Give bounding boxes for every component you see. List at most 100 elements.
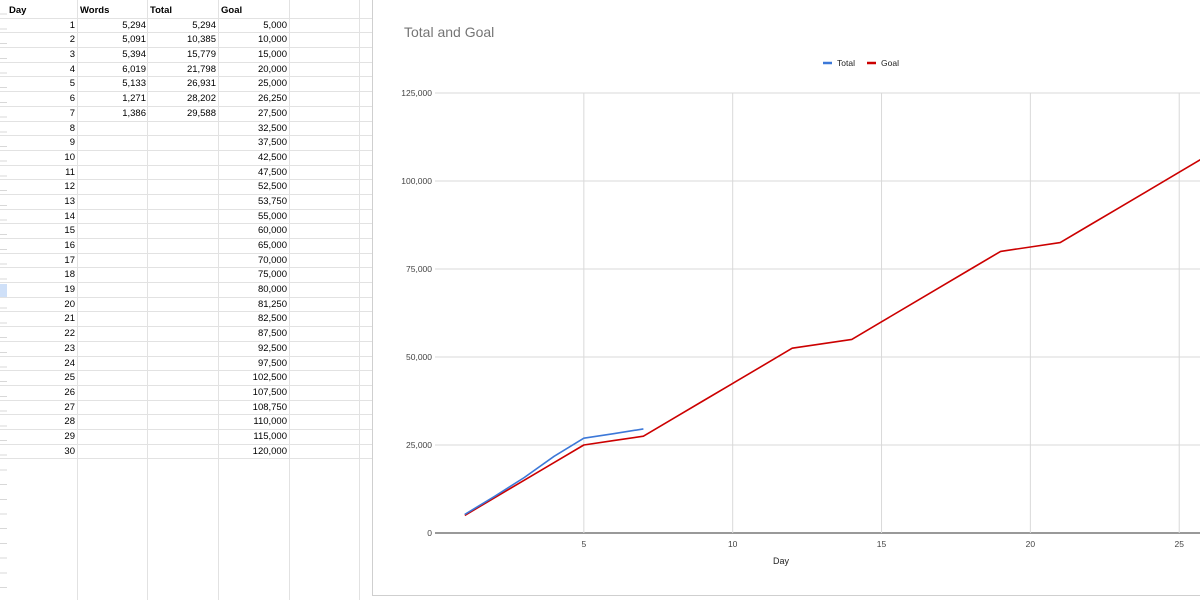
header-day[interactable]: Day (9, 5, 27, 16)
header-words[interactable]: Words (80, 5, 110, 16)
cell-day[interactable]: 21 (64, 313, 75, 325)
cell-day[interactable]: 17 (64, 254, 75, 266)
cell-words[interactable]: 5,133 (122, 78, 146, 90)
cell-day[interactable]: 12 (64, 181, 75, 193)
cell-day[interactable]: 20 (64, 298, 75, 310)
cell-goal[interactable]: 37,500 (257, 137, 287, 149)
cell-goal[interactable]: 102,500 (252, 372, 287, 384)
table-row: 16 65,000 (0, 239, 372, 254)
cell-total[interactable]: 28,202 (186, 93, 216, 105)
cell-total[interactable]: 10,385 (186, 34, 216, 46)
cell-day[interactable]: 10 (64, 151, 75, 163)
cell-total[interactable]: 21,798 (186, 63, 216, 75)
cell-goal[interactable]: 115,000 (253, 430, 287, 442)
cell-goal[interactable]: 25,000 (257, 78, 287, 90)
cell-day[interactable]: 19 (64, 284, 75, 296)
cell-goal[interactable]: 53,750 (257, 195, 287, 207)
cell-day[interactable]: 2 (69, 34, 75, 46)
table-row: 8 32,500 (0, 122, 372, 137)
table-row: 12 52,500 (0, 180, 372, 195)
cell-day[interactable]: 29 (64, 430, 75, 442)
cell-goal[interactable]: 20,000 (257, 63, 287, 75)
cell-goal[interactable]: 108,750 (252, 401, 287, 413)
cell-day[interactable]: 9 (69, 137, 75, 149)
cell-goal[interactable]: 55,000 (257, 210, 287, 222)
legend-label-total: Total (837, 58, 855, 68)
cell-total[interactable]: 15,779 (186, 49, 216, 61)
y-tick-label: 25,000 (406, 440, 432, 450)
table-row: 14 55,000 (0, 210, 372, 225)
cell-goal[interactable]: 92,500 (257, 342, 287, 354)
cell-goal[interactable]: 15,000 (257, 49, 287, 61)
cell-total[interactable]: 26,931 (186, 78, 216, 90)
line-chart: 0 25,000 50,000 75,000 100,000 125,000 5 10 15 20… (401, 58, 1200, 566)
table-row: 24 97,500 (0, 357, 372, 372)
cell-day[interactable]: 25 (64, 372, 75, 384)
cell-goal[interactable]: 70,000 (257, 254, 287, 266)
cell-day[interactable]: 11 (65, 166, 75, 178)
cell-day[interactable]: 24 (64, 357, 75, 369)
cell-day[interactable]: 3 (69, 49, 75, 61)
cell-total[interactable]: 29,588 (186, 107, 216, 119)
cell-words[interactable]: 5,294 (122, 19, 146, 31)
cell-goal[interactable]: 82,500 (257, 313, 287, 325)
cell-goal[interactable]: 107,500 (252, 386, 287, 398)
y-tick-label: 0 (427, 528, 432, 538)
header-total[interactable]: Total (150, 5, 172, 16)
cell-day[interactable]: 28 (64, 416, 75, 428)
selected-row-marker (0, 284, 7, 298)
cell-goal[interactable]: 81,250 (257, 298, 287, 310)
cell-goal[interactable]: 60,000 (257, 225, 287, 237)
y-tick-label: 125,000 (401, 88, 432, 98)
cell-goal[interactable]: 42,500 (257, 151, 287, 163)
cell-goal[interactable]: 47,500 (257, 166, 287, 178)
x-tick-label: 25 (1174, 539, 1184, 549)
cell-words[interactable]: 6,019 (122, 63, 146, 75)
cell-goal[interactable]: 80,000 (257, 284, 287, 296)
x-tick-label: 20 (1026, 539, 1036, 549)
cell-words[interactable]: 1,386 (122, 107, 146, 119)
cell-day[interactable]: 14 (64, 210, 75, 222)
chart-panel[interactable]: Total and Goal 0 25,000 50,000 75,000 100,00… (372, 0, 1200, 596)
cell-goal[interactable]: 65,000 (257, 240, 287, 251)
cell-goal[interactable]: 110,000 (253, 416, 287, 428)
cell-words[interactable]: 5,091 (122, 34, 146, 46)
cell-goal[interactable]: 10,000 (257, 34, 287, 46)
cell-total[interactable]: 5,294 (192, 19, 216, 31)
cell-goal[interactable]: 32,500 (257, 122, 287, 134)
cell-day[interactable]: 15 (64, 225, 75, 237)
cell-goal[interactable]: 120,000 (252, 445, 287, 457)
cell-words[interactable]: 5,394 (122, 49, 146, 61)
chart-title: Total and Goal (404, 24, 495, 40)
cell-day[interactable]: 27 (64, 401, 75, 413)
cell-goal[interactable]: 87,500 (257, 328, 287, 340)
cell-day[interactable]: 1 (69, 19, 75, 31)
cell-day[interactable]: 13 (64, 195, 75, 207)
cell-goal[interactable]: 26,250 (257, 93, 287, 105)
cell-day[interactable]: 26 (64, 386, 75, 398)
cell-goal[interactable]: 97,500 (257, 357, 287, 369)
header-goal[interactable]: Goal (221, 5, 243, 16)
table-row: 10 42,500 (0, 151, 372, 166)
cell-day[interactable]: 22 (64, 328, 75, 340)
spreadsheet-table: Day Words Total Goal 1 5,294 5,294 5,000 2 5,… (0, 4, 372, 460)
cell-day[interactable]: 30 (64, 445, 75, 457)
cell-goal[interactable]: 52,500 (257, 181, 287, 193)
cell-day[interactable]: 4 (69, 63, 75, 75)
cell-day[interactable]: 8 (69, 122, 75, 134)
row-header-gutter[interactable] (0, 0, 7, 600)
cell-day[interactable]: 16 (64, 240, 75, 251)
table-row: 26 107,500 (0, 386, 372, 401)
cell-day[interactable]: 5 (69, 78, 75, 90)
cell-goal[interactable]: 27,500 (257, 107, 287, 119)
cell-goal[interactable]: 5,000 (263, 19, 287, 31)
x-tick-label: 10 (728, 539, 738, 549)
cell-day[interactable]: 7 (69, 107, 75, 119)
table-row: 1 5,294 5,294 5,000 (0, 19, 372, 34)
cell-day[interactable]: 18 (64, 269, 75, 281)
cell-words[interactable]: 1,271 (122, 93, 146, 105)
table-row: 25 102,500 (0, 371, 372, 386)
cell-day[interactable]: 6 (69, 93, 75, 105)
cell-goal[interactable]: 75,000 (257, 269, 287, 281)
cell-day[interactable]: 23 (64, 342, 75, 354)
